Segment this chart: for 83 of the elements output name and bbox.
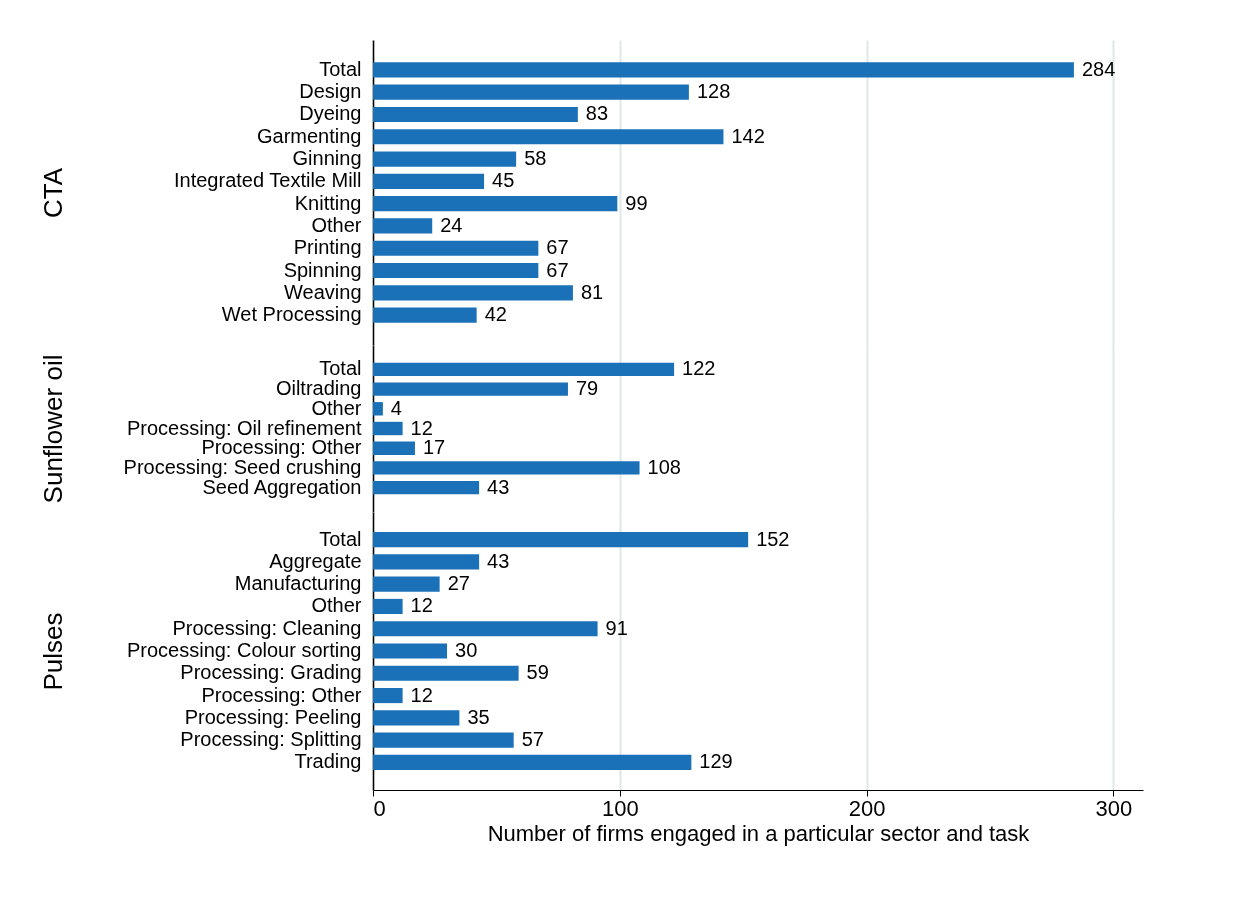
y-tick-label: Knitting (294, 191, 362, 214)
bar (373, 218, 433, 234)
y-tick-label: Spinning (283, 258, 362, 281)
data-label: 42 (484, 303, 507, 326)
bar (373, 196, 618, 212)
bar (373, 441, 415, 455)
bar (373, 151, 517, 167)
y-tick-label: Aggregate (269, 549, 362, 572)
data-label: 128 (696, 80, 731, 103)
data-label: 83 (585, 102, 609, 125)
y-axis-title: Pulses (37, 612, 68, 691)
data-label: 4 (390, 396, 402, 419)
data-label: 129 (699, 750, 733, 773)
data-label: 142 (731, 124, 765, 147)
bar (373, 402, 383, 416)
y-axis-title: CTA (37, 167, 68, 219)
x-tick-label: 100 (601, 795, 639, 821)
data-label: 12 (410, 683, 433, 706)
data-label: 30 (455, 639, 478, 661)
data-label: 17 (422, 436, 446, 459)
bar (373, 421, 403, 436)
y-axis-title: Sunflower oil (37, 354, 68, 504)
data-label: 91 (605, 616, 628, 639)
y-tick-label: Manufacturing (234, 572, 362, 595)
y-tick-label: Processing: Oil refinement (126, 416, 362, 439)
data-label: 57 (521, 728, 544, 751)
data-label: 24 (440, 213, 463, 236)
bar (373, 62, 1074, 78)
y-tick-label: Processing: Other (201, 683, 362, 706)
x-tick-label: 300 (1095, 795, 1133, 821)
data-label: 35 (467, 705, 490, 728)
data-label: 284 (1081, 57, 1116, 80)
bar (373, 240, 539, 256)
y-tick-label: Total (319, 357, 362, 380)
y-tick-label: Processing: Colour sorting (126, 639, 362, 661)
bar (373, 84, 689, 100)
data-label: 59 (526, 661, 549, 684)
data-label: 58 (524, 147, 547, 170)
y-tick-label: Ginning (292, 147, 362, 170)
y-tick-label: Weaving (284, 280, 362, 303)
data-label: 67 (546, 258, 569, 281)
y-tick-label: Integrated Textile Mill (174, 169, 362, 192)
y-tick-label: Other (311, 213, 362, 236)
data-label: 27 (447, 572, 470, 595)
bar (373, 285, 573, 301)
bar (373, 362, 675, 377)
y-tick-label: Processing: Cleaning (172, 616, 362, 639)
data-label: 43 (487, 549, 510, 572)
bar (373, 307, 477, 323)
y-tick-label: Trading (294, 750, 362, 773)
y-tick-label: Total (319, 57, 362, 80)
data-label: 108 (647, 455, 681, 478)
bar (373, 480, 480, 495)
y-tick-label: Dyeing (299, 102, 362, 125)
y-tick-label: Wet Processing (221, 303, 362, 326)
bar (373, 382, 568, 396)
data-label: 79 (575, 377, 599, 400)
data-label: 99 (625, 191, 648, 214)
y-tick-label: Processing: Peeling (184, 705, 362, 728)
bar (373, 129, 724, 145)
y-tick-label: Total (319, 527, 362, 550)
data-label: 81 (580, 280, 604, 303)
bar (373, 262, 539, 279)
x-tick-label: 200 (848, 795, 886, 821)
bar (373, 106, 578, 123)
data-label: 12 (410, 416, 433, 439)
bar (373, 461, 640, 475)
bar (373, 173, 485, 189)
x-tick-label: 0 (373, 795, 386, 821)
y-tick-label: Design (299, 80, 362, 103)
data-label: 152 (756, 527, 790, 550)
x-axis-title: Number of firms engaged in a particular sector and task (487, 820, 1031, 846)
data-label: 12 (410, 594, 433, 617)
y-tick-label: Garmenting (257, 124, 362, 147)
data-label: 43 (487, 475, 510, 498)
y-tick-label: Processing: Splitting (180, 728, 362, 751)
data-label: 45 (492, 169, 515, 192)
y-tick-label: Printing (293, 236, 362, 259)
data-label: 122 (682, 357, 716, 380)
y-tick-label: Oiltrading (275, 377, 362, 400)
data-label: 67 (546, 236, 569, 259)
y-tick-label: Processing: Grading (180, 661, 362, 684)
y-tick-label: Other (311, 594, 362, 617)
